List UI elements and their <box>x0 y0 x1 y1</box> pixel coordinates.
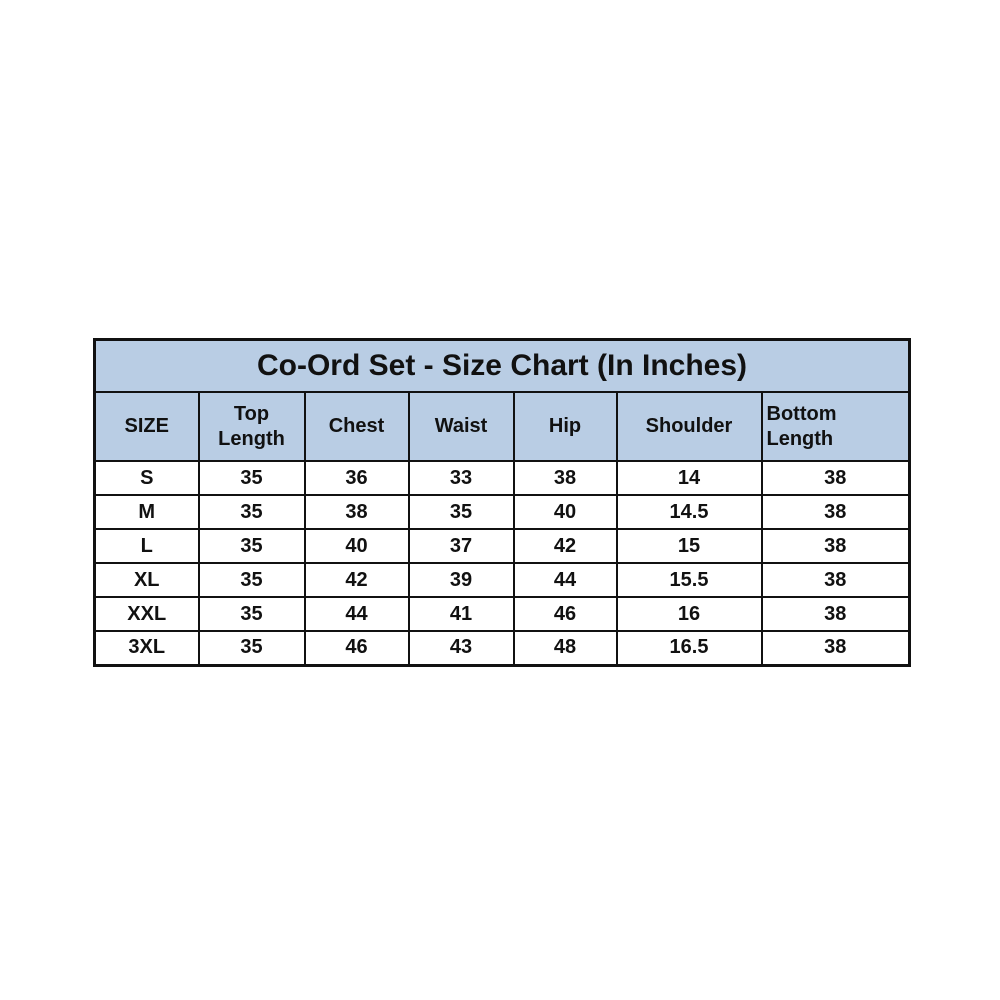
measurement-cell: 35 <box>197 494 306 530</box>
measurement-cell: 39 <box>407 562 515 598</box>
column-header-top-length: Top Length <box>197 391 306 462</box>
measurement-cell: 40 <box>303 528 410 564</box>
measurement-cell: 42 <box>512 528 618 564</box>
column-header-size: SIZE <box>93 391 200 462</box>
measurement-cell: 14.5 <box>615 494 763 530</box>
column-header-chest: Chest <box>303 391 410 462</box>
column-header-bottom-length: Bottom Length <box>760 391 911 462</box>
size-chart-table: Co-Ord Set - Size Chart (In Inches) SIZE… <box>93 338 911 667</box>
measurement-cell: 38 <box>760 562 911 598</box>
measurement-cell: 15 <box>615 528 763 564</box>
measurement-cell: 33 <box>407 460 515 496</box>
table-title-row: Co-Ord Set - Size Chart (In Inches) <box>93 338 911 393</box>
measurement-cell: 48 <box>512 630 618 666</box>
chart-title: Co-Ord Set - Size Chart (In Inches) <box>93 338 911 393</box>
size-label: L <box>93 528 200 564</box>
measurement-cell: 46 <box>303 630 410 666</box>
table-row: L 35 40 37 42 15 38 <box>93 528 911 564</box>
measurement-cell: 38 <box>303 494 410 530</box>
table-row: XL 35 42 39 44 15.5 38 <box>93 562 911 598</box>
column-header-shoulder: Shoulder <box>615 391 763 462</box>
column-header-waist: Waist <box>407 391 515 462</box>
measurement-cell: 35 <box>197 630 306 666</box>
measurement-cell: 38 <box>760 596 911 632</box>
measurement-cell: 38 <box>760 630 911 666</box>
measurement-cell: 46 <box>512 596 618 632</box>
measurement-cell: 16.5 <box>615 630 763 666</box>
measurement-cell: 43 <box>407 630 515 666</box>
measurement-cell: 38 <box>760 494 911 530</box>
size-label: XXL <box>93 596 200 632</box>
measurement-cell: 40 <box>512 494 618 530</box>
measurement-cell: 35 <box>197 460 306 496</box>
measurement-cell: 15.5 <box>615 562 763 598</box>
table-row: XXL 35 44 41 46 16 38 <box>93 596 911 632</box>
table-header-row: SIZE Top Length Chest Waist Hip Shoulder… <box>93 391 911 462</box>
measurement-cell: 44 <box>512 562 618 598</box>
column-header-hip: Hip <box>512 391 618 462</box>
size-label: 3XL <box>93 630 200 666</box>
measurement-cell: 14 <box>615 460 763 496</box>
size-label: S <box>93 460 200 496</box>
size-label: XL <box>93 562 200 598</box>
measurement-cell: 38 <box>760 528 911 564</box>
measurement-cell: 38 <box>512 460 618 496</box>
measurement-cell: 35 <box>197 562 306 598</box>
measurement-cell: 35 <box>197 528 306 564</box>
table-row: S 35 36 33 38 14 38 <box>93 460 911 496</box>
table-row: M 35 38 35 40 14.5 38 <box>93 494 911 530</box>
measurement-cell: 35 <box>407 494 515 530</box>
measurement-cell: 42 <box>303 562 410 598</box>
measurement-cell: 16 <box>615 596 763 632</box>
measurement-cell: 44 <box>303 596 410 632</box>
measurement-cell: 41 <box>407 596 515 632</box>
measurement-cell: 35 <box>197 596 306 632</box>
size-chart-body: S 35 36 33 38 14 38 M 35 38 35 40 14.5 38 L 35 40 37 42 15 3… <box>93 460 911 666</box>
table-row: 3XL 35 46 43 48 16.5 38 <box>93 630 911 666</box>
size-label: M <box>93 494 200 530</box>
measurement-cell: 38 <box>760 460 911 496</box>
measurement-cell: 37 <box>407 528 515 564</box>
measurement-cell: 36 <box>303 460 410 496</box>
